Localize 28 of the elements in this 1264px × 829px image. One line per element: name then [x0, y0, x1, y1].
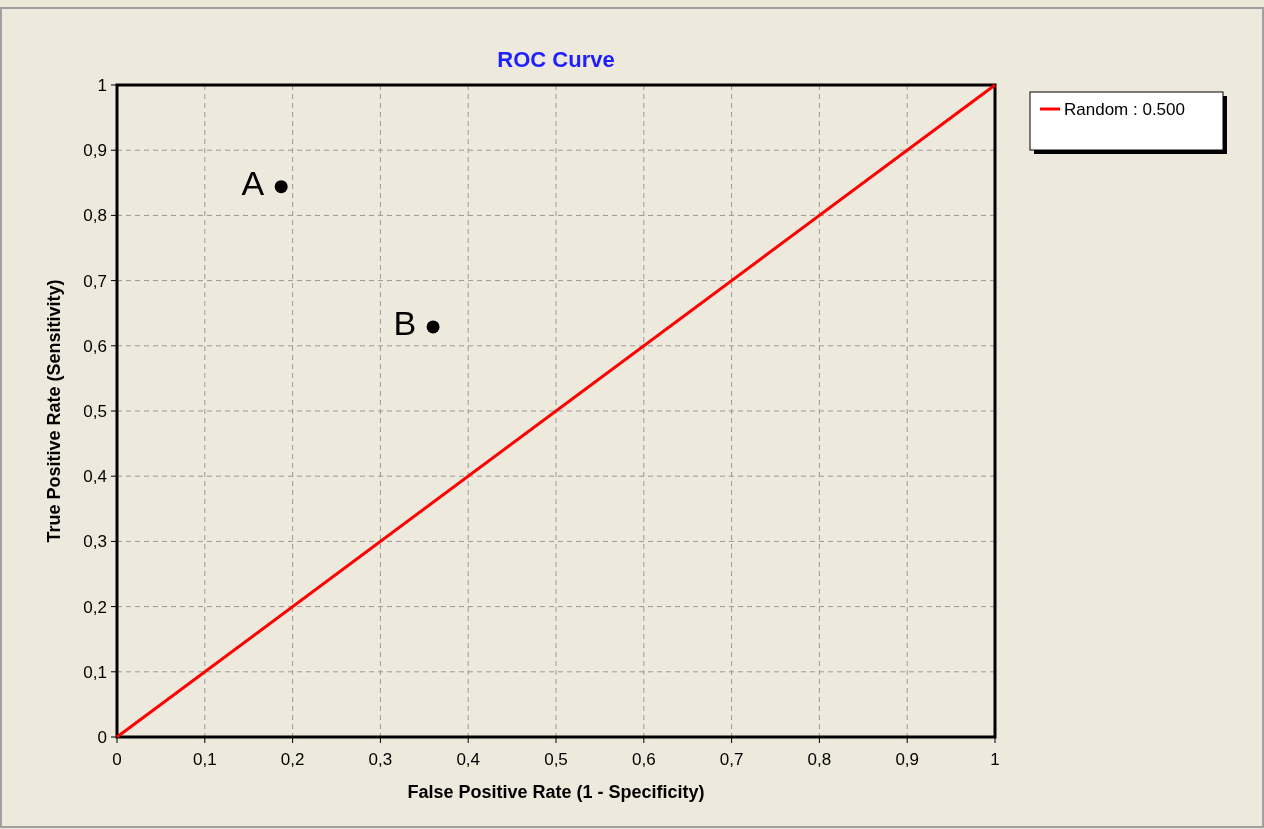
x-tick-label: 1 [990, 750, 1000, 769]
legend-label: Random : 0.500 [1064, 100, 1185, 119]
x-tick-label: 0 [112, 750, 122, 769]
x-tick-label: 0,8 [807, 750, 832, 769]
y-tick-label: 0,4 [83, 467, 107, 487]
chart-title: ROC Curve [497, 47, 615, 72]
y-tick-label: 0,7 [83, 271, 107, 291]
x-axis-title: False Positive Rate (1 - Specificity) [407, 782, 705, 802]
x-tick-label: 0,9 [895, 750, 920, 769]
y-tick-label: 0,2 [83, 597, 107, 617]
x-tick-label: 0,1 [192, 750, 217, 769]
y-tick-label: 0,1 [83, 662, 107, 682]
y-tick-label: 0,3 [83, 532, 107, 552]
y-tick-label: 0,9 [83, 141, 107, 161]
y-tick-label: 0,8 [83, 206, 107, 226]
x-tick-label: 0,6 [631, 750, 656, 769]
y-tick-label: 0 [97, 728, 107, 747]
y-tick-label: 0,5 [83, 402, 107, 421]
x-tick-label: 0,4 [456, 750, 481, 769]
x-tick-label: 0,2 [280, 750, 305, 769]
x-tick-label: 0,3 [368, 750, 393, 769]
y-axis-title: True Positive Rate (Sensitivity) [44, 279, 64, 543]
x-tick-label: 0,5 [544, 750, 568, 769]
y-tick-label: 0,6 [83, 336, 107, 356]
y-tick-label: 1 [97, 76, 107, 95]
x-tick-label: 0,7 [719, 750, 744, 769]
series-label: B [393, 303, 417, 342]
series-label: A [241, 163, 265, 202]
